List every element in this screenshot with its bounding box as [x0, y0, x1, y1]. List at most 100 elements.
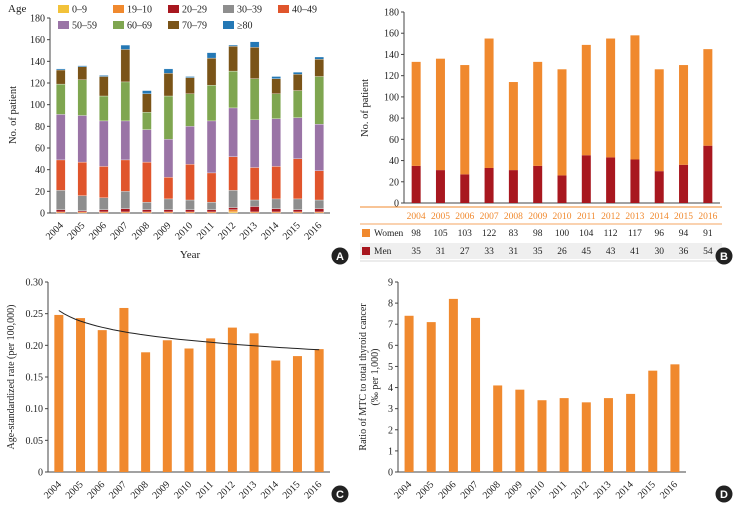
panel-d-y-tick-label: 1 [388, 446, 393, 457]
panel-b-bar-men [508, 170, 518, 203]
panel-d-y-tick-label: 8 [388, 299, 393, 310]
panel-a-bar-segment [99, 197, 109, 210]
panel-b-table-cell: 117 [628, 229, 642, 239]
panel-a-bar-segment [271, 211, 281, 214]
panel-a-bar-segment [120, 211, 131, 214]
panel-a-y-tick-label: 0 [40, 209, 45, 220]
panel-b-table-year: 2008 [504, 212, 523, 222]
panel-a-y-tick-label: 80 [35, 122, 45, 133]
panel-d-bar [471, 317, 481, 472]
panel-b-bar-women [679, 65, 689, 165]
panel-b-y-tick-label: 180 [384, 8, 399, 19]
panel-b-table-year: 2016 [698, 212, 717, 222]
panel-a-legend-swatch [58, 5, 69, 13]
panel-b-y-tick-label: 0 [394, 199, 399, 210]
panel-b-table-cell: 98 [411, 229, 421, 239]
panel-c-bar [314, 349, 324, 472]
panel-d-x-tick-label: 2012 [570, 479, 592, 501]
panel-a-bar-segment [56, 83, 66, 115]
panel-b-y-tick-label: 60 [389, 135, 399, 146]
panel-a-bar-segment [293, 72, 303, 75]
panel-c-bar [54, 314, 64, 472]
panel-a-bar-segment [77, 161, 87, 196]
panel-d-bar [626, 393, 636, 472]
panel-d-x-tick-label: 2004 [392, 479, 414, 501]
panel-a-bar-segment [206, 209, 217, 213]
panel-d-y-tick-label: 6 [388, 341, 393, 352]
panel-a-bar-segment [56, 69, 66, 85]
panel-a-bar-segment [206, 202, 217, 210]
panel-b-bar-women [703, 49, 713, 146]
panel-b-bar-men [533, 165, 543, 203]
panel-a-bar-segment [185, 211, 195, 214]
panel-d-badge [715, 485, 733, 503]
panel-d-x-tick-label: 2005 [414, 479, 436, 501]
panel-a-legend-label: 0–9 [72, 5, 87, 16]
panel-c-y-tick-label: 0.30 [26, 278, 44, 289]
panel-b-bar-men [606, 157, 616, 203]
panel-a-bar-segment [271, 76, 281, 79]
panel-a-bar-segment [314, 170, 324, 201]
panel-b-table-cell: 100 [555, 229, 570, 239]
panel-a-x-tick-label: 2012 [216, 220, 238, 242]
panel-b-bar-men [654, 171, 664, 203]
panel-a-bar-segment [142, 90, 152, 94]
panel-a-bar-segment [163, 95, 174, 140]
panel-a-bar-segment [293, 90, 303, 118]
panel-b-table-year: 2013 [625, 212, 644, 222]
panel-a-badge [331, 247, 349, 265]
panel-c-bar [292, 356, 302, 472]
panel-a-legend-label: 40–49 [292, 5, 317, 16]
panel-b-bar-men [460, 174, 470, 203]
panel-d-y-tick-label: 7 [388, 320, 393, 331]
panel-a-bar-segment [228, 211, 238, 214]
panel-a-x-tick-label: 2004 [44, 220, 66, 242]
panel-a-bar-segment [271, 198, 281, 209]
panel-a-x-tick-label: 2005 [66, 220, 88, 242]
panel-b-table-cell: 35 [533, 247, 543, 257]
panel-a-bar-segment [293, 198, 303, 210]
panel-a-bar-segment [228, 207, 238, 210]
panel-a-y-tick-label: 140 [30, 57, 45, 68]
panel-c-badge-letter: C [336, 489, 344, 501]
panel-d-y-tick-label: 4 [388, 383, 393, 394]
panel-a-bar-segment [293, 209, 303, 213]
panel-b-y-tick-label: 160 [384, 29, 399, 40]
panel-b-table-cell: 30 [654, 247, 664, 257]
panel-a-y-tick-label: 100 [30, 100, 45, 111]
panel-b-bar-men [484, 167, 494, 203]
panel-c-x-tick-label: 2014 [259, 479, 281, 501]
panel-b-bar-men [630, 159, 640, 203]
panel-d-y-tick-label: 3 [388, 404, 393, 415]
panel-a-bar-segment [249, 78, 260, 120]
panel-b-table-cell: 104 [579, 229, 594, 239]
panel-a-bar-segment [271, 166, 281, 200]
panel-c-x-tick-label: 2005 [64, 479, 86, 501]
panel-b-table-row-label: Women [374, 229, 404, 239]
panel-b-table-cell: 43 [606, 247, 616, 257]
panel-b-bar-women [654, 69, 664, 172]
panel-b-table-cell: 35 [411, 247, 421, 257]
panel-a-legend-label: 50–59 [72, 21, 97, 32]
panel-a-bar-segment [142, 93, 152, 113]
panel-a-legend-title: Age [8, 3, 26, 15]
panel-d-bar [515, 389, 525, 472]
panel-a-bar-segment [206, 120, 217, 174]
panel-a-bar-segment [120, 81, 131, 122]
panel-a-legend-label: 19–10 [127, 5, 152, 16]
panel-a-bar-segment [271, 118, 281, 167]
panel-b-bar-men [435, 170, 445, 203]
panel-b-table-cell: 31 [436, 247, 446, 257]
panel-a-x-tick-label: 2013 [238, 220, 260, 242]
panel-c-y-tick-label: 0.15 [26, 373, 44, 384]
panel-a-bar-segment [77, 65, 87, 67]
panel-d-bar [559, 398, 569, 472]
panel-d-y-tick-label: 2 [388, 425, 393, 436]
panel-d-bar [581, 402, 591, 472]
panel-d-y-tick-label: 0 [388, 468, 393, 479]
panel-a-bar-segment [185, 93, 195, 127]
panel-c-x-tick-label: 2015 [281, 479, 303, 501]
